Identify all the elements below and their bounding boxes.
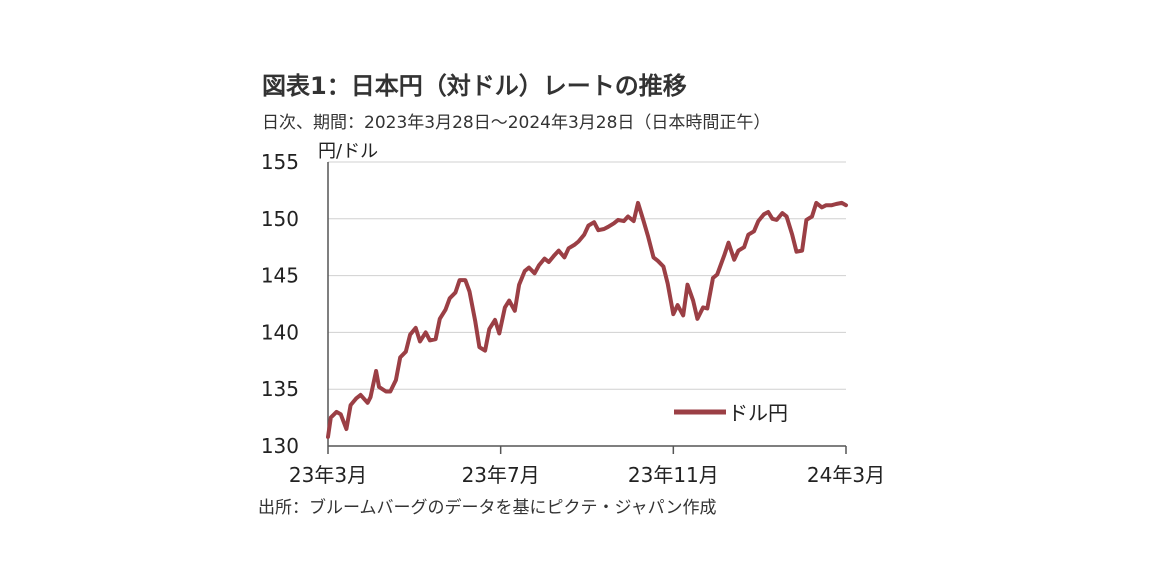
- x-tick-label: 23年7月: [462, 463, 540, 487]
- legend: ドル円: [674, 401, 788, 425]
- y-axis-unit-label: 円/ドル: [318, 141, 378, 162]
- y-tick-label: 130: [261, 434, 299, 458]
- y-axis-ticks: 155 150 145 140 135 130: [261, 150, 299, 458]
- chart-source: 出所：ブルームバーグのデータを基にピクテ・ジャパン作成: [258, 498, 717, 518]
- gridlines: [328, 161, 846, 390]
- series-line-usdjpy: [326, 200, 848, 439]
- y-tick-label: 155: [261, 150, 299, 174]
- chart-subtitle: 日次、期間：2023年3月28日～2024年3月28日（日本時間正午）: [262, 113, 771, 133]
- y-tick-label: 145: [261, 264, 299, 288]
- series-layer: [326, 200, 848, 439]
- legend-label: ドル円: [728, 401, 788, 425]
- x-tick-label: 23年3月: [289, 463, 367, 487]
- chart-title: 図表1：日本円（対ドル）レートの推移: [262, 72, 687, 100]
- x-axis-ticks: 23年3月 23年7月 23年11月 24年3月: [289, 446, 885, 487]
- y-tick-label: 140: [261, 320, 299, 344]
- axes: [327, 162, 846, 447]
- x-tick-label: 23年11月: [628, 463, 719, 487]
- x-tick-label: 24年3月: [807, 463, 885, 487]
- y-tick-label: 150: [261, 207, 299, 231]
- y-tick-label: 135: [261, 377, 299, 401]
